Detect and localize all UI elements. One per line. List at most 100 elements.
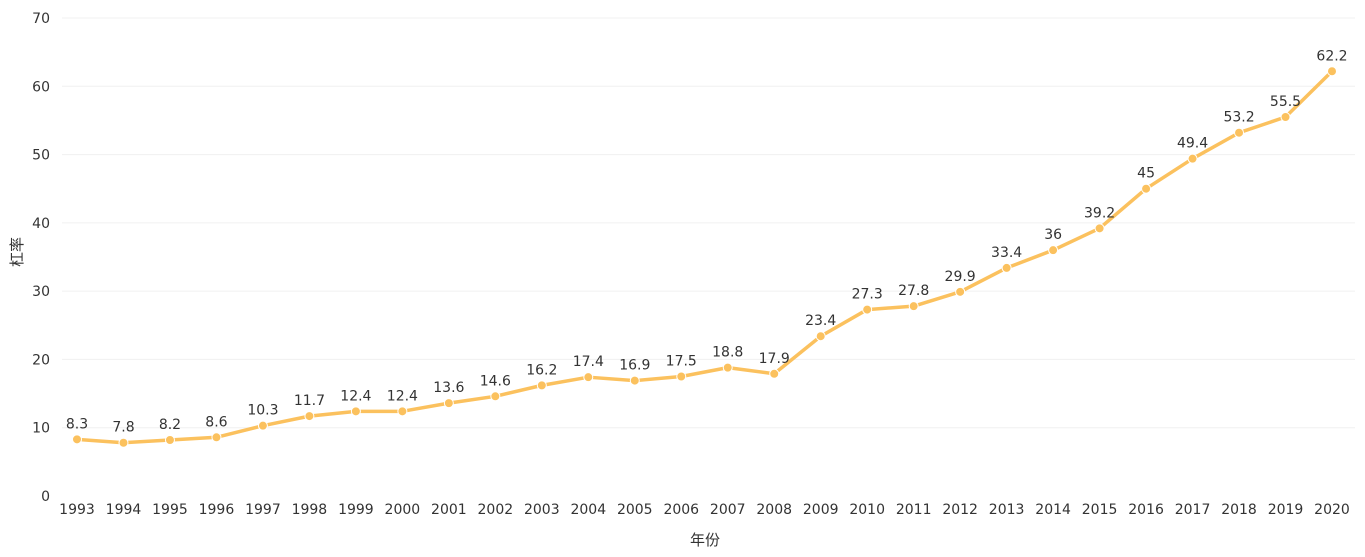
data-label: 53.2 — [1223, 110, 1254, 126]
data-points — [72, 66, 1337, 448]
y-tick-label: 0 — [41, 489, 50, 505]
x-tick-label: 2004 — [570, 502, 606, 518]
data-label: 16.2 — [526, 362, 557, 378]
data-point — [211, 432, 222, 443]
data-label: 8.3 — [66, 416, 88, 432]
data-label: 14.6 — [480, 373, 511, 389]
y-tick-label: 10 — [32, 421, 50, 437]
data-label: 39.2 — [1084, 205, 1115, 221]
data-point — [676, 371, 687, 382]
data-label: 23.4 — [805, 313, 836, 329]
gridlines — [62, 17, 1355, 429]
y-tick-label: 40 — [32, 216, 50, 232]
y-tick-label: 60 — [32, 79, 50, 95]
x-tick-label: 2018 — [1221, 502, 1257, 518]
x-tick-label: 2013 — [989, 502, 1025, 518]
y-tick-label: 20 — [32, 352, 50, 368]
data-label: 11.7 — [294, 393, 325, 409]
data-point — [908, 301, 919, 312]
data-point — [1094, 223, 1105, 234]
data-point — [490, 391, 501, 402]
y-tick-label: 70 — [32, 11, 50, 27]
x-tick-label: 2007 — [710, 502, 746, 518]
x-tick-label: 1999 — [338, 502, 374, 518]
data-point — [397, 406, 408, 417]
data-point — [722, 362, 733, 373]
y-axis-ticks: 0 10 20 30 40 50 60 70 — [32, 11, 50, 505]
x-tick-label: 2020 — [1314, 502, 1350, 518]
data-point — [350, 406, 361, 417]
data-label: 16.9 — [619, 358, 650, 374]
data-label: 29.9 — [945, 269, 976, 285]
x-tick-label: 1998 — [292, 502, 328, 518]
data-label: 33.4 — [991, 245, 1022, 261]
data-point — [443, 398, 454, 409]
data-point — [72, 434, 82, 445]
data-label: 55.5 — [1270, 94, 1301, 110]
data-point — [862, 304, 873, 315]
data-point — [536, 380, 547, 391]
data-label: 17.4 — [573, 354, 604, 370]
data-point — [1234, 127, 1245, 138]
data-point — [304, 411, 315, 422]
x-tick-label: 1995 — [152, 502, 188, 518]
data-point — [1001, 262, 1012, 273]
data-label: 8.2 — [159, 417, 181, 433]
x-tick-label: 2019 — [1268, 502, 1304, 518]
y-tick-label: 50 — [32, 148, 50, 164]
x-tick-label: 2014 — [1035, 502, 1071, 518]
x-tick-label: 2009 — [803, 502, 839, 518]
x-tick-label: 2015 — [1082, 502, 1118, 518]
x-axis-ticks: 1993 1994 1995 1996 1997 1998 1999 2000 2001 2002… — [59, 502, 1350, 518]
data-point — [1327, 66, 1337, 77]
y-axis-title: 杠率 — [8, 237, 26, 267]
x-tick-label: 2000 — [385, 502, 421, 518]
data-point — [955, 286, 966, 297]
data-point — [118, 437, 129, 448]
data-label: 27.3 — [852, 287, 883, 303]
data-label: 36 — [1044, 227, 1062, 243]
x-tick-label: 1996 — [199, 502, 235, 518]
data-label: 17.5 — [666, 354, 697, 370]
data-label: 62.2 — [1316, 48, 1347, 64]
x-tick-label: 2017 — [1175, 502, 1211, 518]
data-point — [257, 420, 268, 431]
x-tick-label: 2006 — [663, 502, 699, 518]
x-tick-label: 2002 — [478, 502, 514, 518]
data-label: 12.4 — [387, 388, 418, 404]
x-tick-label: 2001 — [431, 502, 467, 518]
data-label: 12.4 — [340, 388, 371, 404]
data-label: 8.6 — [205, 414, 227, 430]
data-point — [164, 435, 175, 446]
data-label: 45 — [1137, 166, 1155, 182]
data-label: 49.4 — [1177, 136, 1208, 152]
y-tick-label: 30 — [32, 284, 50, 300]
data-label: 13.6 — [433, 380, 464, 396]
x-axis-title: 年份 — [690, 531, 720, 549]
x-tick-label: 2003 — [524, 502, 560, 518]
x-tick-label: 1993 — [59, 502, 95, 518]
series-line — [75, 69, 1334, 445]
x-tick-label: 2010 — [849, 502, 885, 518]
series-line-layer — [75, 69, 1334, 445]
x-tick-label: 1994 — [106, 502, 142, 518]
data-point — [1141, 183, 1152, 194]
data-point — [629, 375, 640, 386]
data-labels: 8.3 7.8 8.2 8.6 10.3 11.7 12.4 12.4 13.6 14.6 16.2… — [66, 48, 1348, 435]
data-label: 10.3 — [247, 403, 278, 419]
x-tick-label: 2016 — [1128, 502, 1164, 518]
data-label: 27.8 — [898, 283, 929, 299]
data-label: 17.9 — [759, 351, 790, 367]
data-point — [1048, 245, 1059, 256]
data-label: 7.8 — [112, 420, 134, 436]
x-tick-label: 2005 — [617, 502, 653, 518]
x-tick-label: 2011 — [896, 502, 932, 518]
data-point — [1280, 112, 1291, 123]
x-tick-label: 2008 — [756, 502, 792, 518]
x-tick-label: 2012 — [942, 502, 978, 518]
x-tick-label: 1997 — [245, 502, 281, 518]
data-point — [583, 372, 594, 383]
data-point — [1187, 153, 1198, 164]
data-label: 18.8 — [712, 345, 743, 361]
